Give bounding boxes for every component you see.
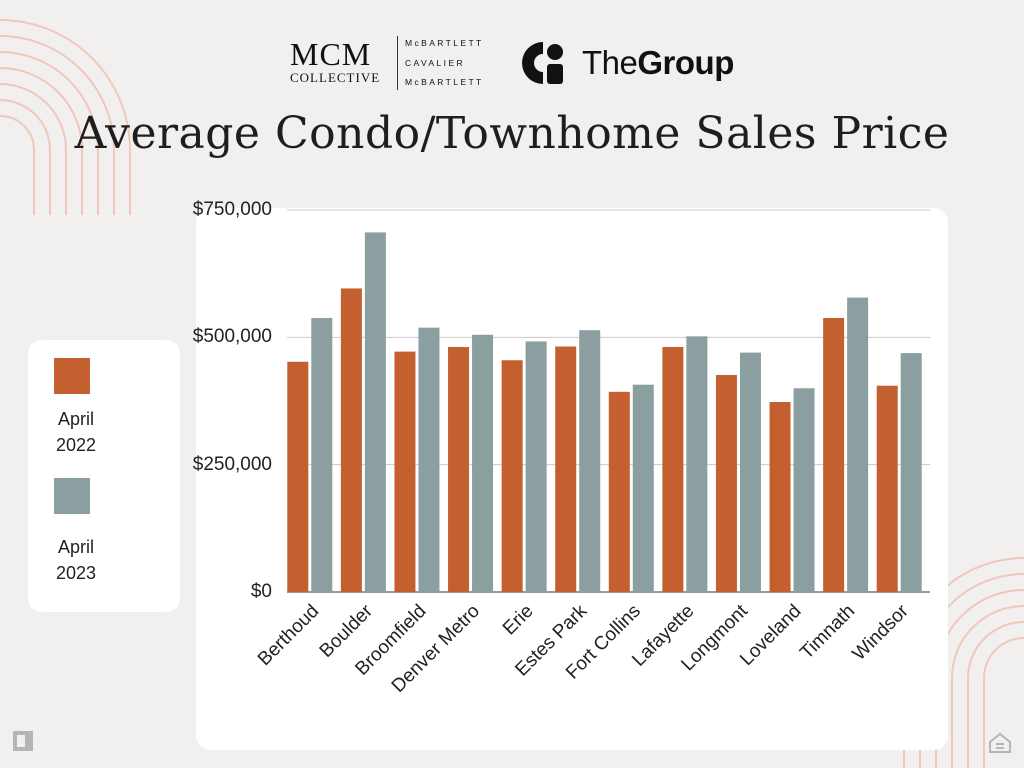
bar-timnath-april-2022 [823,317,845,592]
bar-longmont-april-2022 [715,375,737,592]
realtor-icon [13,731,33,751]
bar-broomfield-april-2023 [418,327,440,592]
bar-loveland-april-2022 [769,402,791,592]
legend-label-2022-line-1: April [57,409,94,429]
thegroup-logo-bold: Group [637,44,734,81]
bar-windsor-april-2022 [876,385,898,592]
bar-broomfield-april-2022 [394,351,416,592]
y-tick-label-750000: $750,000 [192,199,272,220]
bar-estes-park-april-2022 [555,346,577,592]
legend-label-2022-line-2: 2022 [55,435,97,455]
decorative-arcs-top-left [0,19,131,215]
thegroup-logo-text: TheGroup [582,44,734,82]
bar-erie-april-2023 [525,341,547,592]
bar-fort-collins-april-2022 [608,391,630,592]
mcm-logo-name-3: McBARTLETT [405,77,484,87]
legend-label-2023-line-1: April [57,537,94,557]
bar-berthoud-april-2023 [311,317,333,592]
legend-label-2022: April 2022 [26,406,126,458]
legend-swatch-2022 [54,358,90,394]
legend-card [28,340,180,612]
logo-divider [397,36,398,90]
mcm-logo-text: MCM [290,36,372,72]
bar-berthoud-april-2022 [287,361,309,592]
bar-loveland-april-2023 [793,388,815,592]
y-tick-label-500000: $500,000 [192,326,272,347]
mcm-logo-name-2: CAVALIER [405,58,465,68]
bar-estes-park-april-2023 [579,330,601,592]
x-tick-label-erie: Erie [499,601,538,640]
legend-label-2023-line-2: 2023 [55,563,97,583]
legend-label-2023: April 2023 [26,534,126,586]
x-tick-label-berthoud: Berthoud [254,601,323,670]
equal-housing-icon [989,732,1011,753]
bar-lafayette-april-2023 [686,336,708,592]
y-tick-label-0: $0 [250,581,272,602]
bar-timnath-april-2023 [847,297,869,592]
bar-fort-collins-april-2023 [632,384,654,592]
legend-swatch-2023 [54,478,90,514]
bar-lafayette-april-2022 [662,347,684,592]
thegroup-logo-icon [522,42,563,84]
mcm-logo-subtext: COLLECTIVE [290,70,381,85]
bar-denver-metro-april-2023 [472,334,494,592]
thegroup-logo-prefix: The [582,44,638,81]
y-tick-label-250000: $250,000 [192,454,272,475]
bar-windsor-april-2023 [900,353,922,592]
bar-denver-metro-april-2022 [448,347,470,592]
bar-boulder-april-2023 [364,232,386,593]
chart-title: Average Condo/Townhome Sales Price [74,108,950,159]
bar-erie-april-2022 [501,360,523,592]
mcm-logo-name-1: McBARTLETT [405,38,484,48]
bar-boulder-april-2022 [340,288,362,592]
x-tick-label-timnath: Timnath [796,601,859,664]
x-tick-label-windsor: Windsor [849,600,914,665]
bar-longmont-april-2023 [739,352,761,592]
